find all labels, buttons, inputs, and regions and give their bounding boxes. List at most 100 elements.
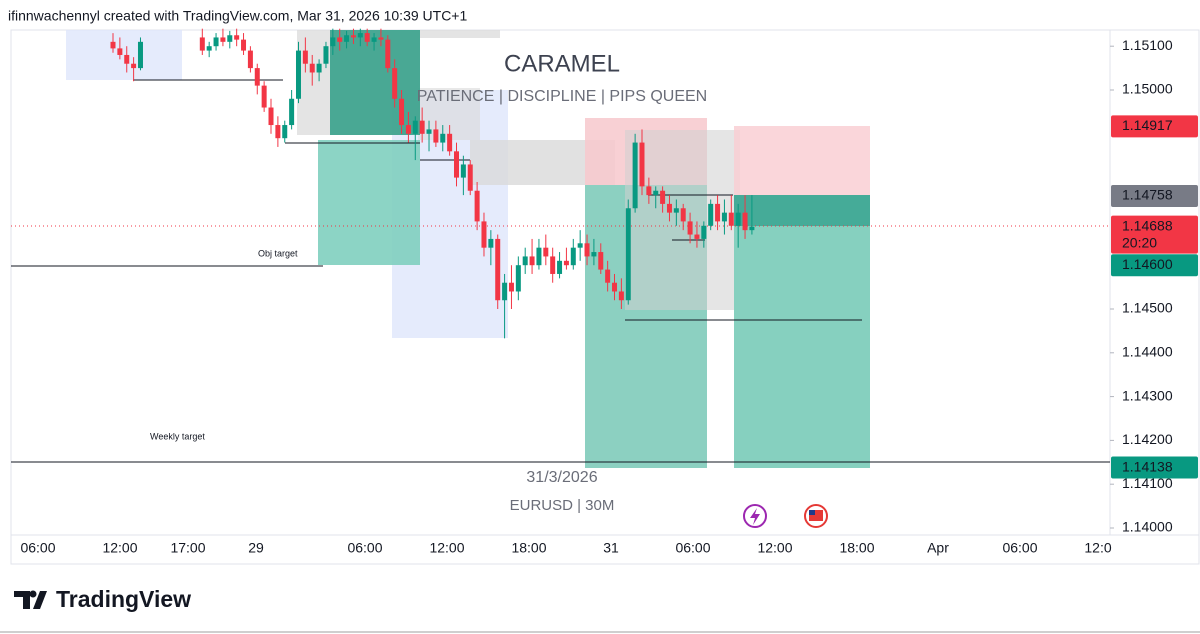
candle-body (488, 238, 494, 248)
candles (110, 28, 755, 339)
flag-icon (809, 510, 815, 515)
candle-body (735, 212, 741, 226)
watermark-date: 31/3/2026 (526, 469, 597, 486)
y-tick-label: 1.15100 (1122, 37, 1173, 53)
drawings (11, 30, 1110, 468)
brand-name: TradingView (56, 586, 191, 612)
y-tick-label: 1.14300 (1122, 387, 1173, 403)
y-tick-label: 1.14000 (1122, 519, 1173, 535)
candle-body (241, 39, 247, 51)
candle-body (742, 212, 748, 231)
x-tick-label: 29 (248, 540, 264, 556)
price-label-bg (1111, 215, 1198, 254)
candle-body (557, 260, 563, 274)
green-box (330, 30, 420, 135)
range-box (66, 30, 182, 80)
entry-zone (734, 195, 870, 226)
candle-body (199, 37, 205, 51)
x-tick-label: 12:0 (1084, 540, 1111, 556)
candle-body (364, 33, 370, 42)
candle-body (117, 48, 123, 55)
candle-body (405, 125, 411, 134)
candle-body (447, 133, 453, 152)
candle-body (392, 68, 398, 99)
candle-body (261, 85, 267, 108)
candle-body (598, 252, 604, 270)
candle-body (632, 142, 638, 209)
candle-body (357, 33, 363, 38)
x-tick-label: 06:00 (347, 540, 382, 556)
candle-body (378, 37, 384, 40)
x-tick-label: Apr (927, 540, 949, 556)
candle-body (206, 46, 212, 51)
candle-body (660, 190, 666, 204)
y-tick-label: 1.15000 (1122, 81, 1173, 97)
countdown: 20:20 (1122, 234, 1157, 250)
candle-body (481, 221, 487, 248)
candle-body (563, 260, 569, 266)
event-icons (743, 504, 828, 528)
candle-body (268, 107, 274, 126)
candle-body (605, 269, 611, 283)
candle-body (289, 98, 295, 126)
grey-box (420, 30, 500, 38)
candle-body (419, 120, 425, 134)
candle-body (618, 291, 624, 301)
candle-body (529, 256, 535, 266)
candle-body (728, 212, 734, 226)
candle-body (131, 63, 137, 69)
candle-body (666, 203, 672, 213)
candle-body (399, 98, 405, 126)
flag-icon (809, 510, 823, 521)
brand-logo (14, 591, 47, 609)
candle-body (426, 129, 432, 134)
candle-body (721, 212, 727, 222)
price-label: 1.14138 (1122, 458, 1173, 474)
price-label: 1.14758 (1122, 187, 1173, 203)
candle-body (295, 50, 301, 99)
candle-body (344, 35, 350, 42)
annotation: Obj target (258, 248, 298, 258)
target-zone (734, 226, 870, 468)
y-tick-label: 1.14500 (1122, 300, 1173, 316)
candle-body (515, 265, 521, 292)
candle-body (508, 282, 514, 292)
candle-body (612, 282, 618, 292)
candle-body (536, 247, 542, 266)
price-label-bg (1111, 456, 1198, 479)
candle-body (474, 190, 480, 222)
candle-body (639, 142, 645, 187)
price-label-bg (1111, 115, 1198, 138)
x-tick-label: 18:00 (839, 540, 874, 556)
candle-body (460, 164, 466, 178)
candle-body (701, 225, 707, 239)
candle-body (495, 238, 501, 301)
price-label-bg (1111, 184, 1198, 207)
candle-body (213, 37, 219, 47)
x-tick-label: 12:00 (757, 540, 792, 556)
candle-body (715, 203, 721, 222)
candle-body (591, 252, 597, 257)
green-box (318, 140, 420, 265)
x-tick-label: 17:00 (170, 540, 205, 556)
candle-body (137, 41, 143, 69)
brand-logo (29, 590, 37, 598)
x-tick-label: 06:00 (675, 540, 710, 556)
candle-body (687, 221, 693, 235)
candle-body (653, 190, 659, 196)
candle-body (337, 37, 343, 42)
candle-body (577, 243, 583, 248)
candle-body (254, 68, 260, 86)
candle-body (350, 35, 356, 38)
candle-body (330, 37, 336, 47)
candle-body (412, 120, 418, 134)
y-tick-label: 1.14100 (1122, 475, 1173, 491)
candle-body (227, 35, 233, 42)
x-tick-label: 12:00 (102, 540, 137, 556)
candle-body (502, 282, 508, 301)
x-tick-label: 12:00 (429, 540, 464, 556)
candle-body (673, 208, 679, 213)
candle-body (316, 63, 322, 73)
candle-body (625, 208, 631, 301)
